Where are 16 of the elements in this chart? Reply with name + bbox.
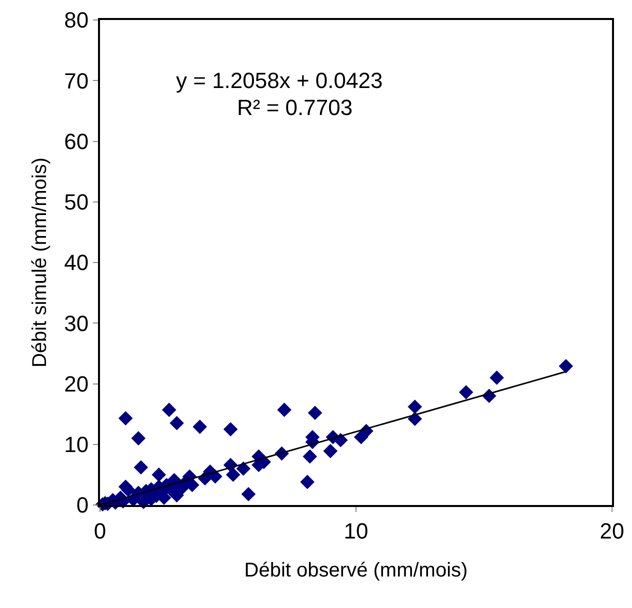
x-tick-label: 0 <box>94 518 106 544</box>
annotation: y = 1.2058x + 0.0423 <box>176 68 383 93</box>
y-tick-label: 40 <box>64 250 89 276</box>
y-axis-title: Débit simulé (mm/mois) <box>29 157 52 368</box>
y-tick-label: 20 <box>64 371 89 396</box>
y-tick-label: 0 <box>76 492 89 518</box>
y-tick-label: 30 <box>64 310 89 336</box>
y-tick-label: 60 <box>64 128 89 154</box>
y-tick-label: 10 <box>64 432 89 458</box>
x-tick-label: 10 <box>344 518 368 544</box>
y-tick-label: 80 <box>64 8 89 33</box>
x-axis-title: Débit observé (mm/mois) <box>244 559 468 582</box>
annotation: R² = 0.7703 <box>237 95 353 120</box>
x-tick-label: 20 <box>600 518 624 544</box>
y-tick-label: 70 <box>64 68 89 94</box>
y-tick-label: 50 <box>64 190 89 215</box>
